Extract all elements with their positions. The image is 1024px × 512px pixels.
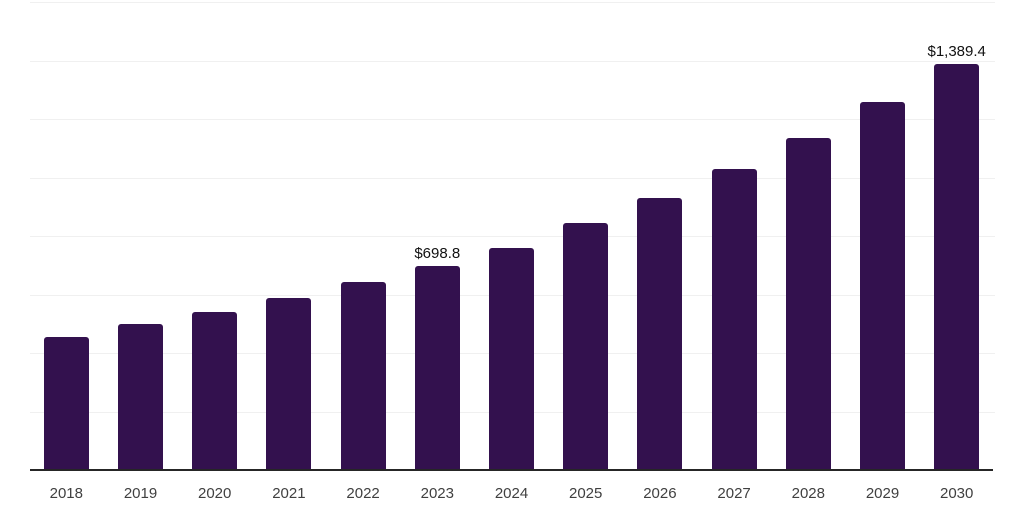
plot-area: 2018 2019 2020 2021 2022 $698.8 2023 2024 2025 20… — [30, 2, 1000, 501]
x-tick-label-2023: 2023 — [420, 485, 454, 502]
x-axis-line — [30, 469, 993, 471]
gridline — [30, 60, 995, 62]
gridline — [30, 2, 995, 3]
x-tick-label-2020: 2020 — [198, 485, 232, 502]
x-tick-label-2022: 2022 — [346, 485, 380, 502]
x-tick-label-2029: 2029 — [865, 485, 900, 502]
bar-2023 — [414, 265, 460, 470]
bar-2026 — [637, 198, 683, 470]
value-label-2023: $698.8 — [414, 244, 461, 262]
x-tick-label-2026: 2026 — [643, 485, 677, 502]
value-label-2030: $1,389.4 — [927, 42, 986, 60]
bar-2028 — [785, 138, 831, 470]
bar-2029 — [860, 101, 905, 470]
gridline — [30, 177, 995, 179]
bar-2030 — [934, 63, 980, 470]
bar-2021 — [266, 297, 312, 470]
x-tick-label-2019: 2019 — [123, 485, 158, 502]
bar-2018 — [43, 336, 89, 470]
x-tick-label-2030: 2030 — [940, 485, 974, 502]
x-tick-label-2024: 2024 — [494, 485, 529, 502]
bar-2027 — [711, 169, 757, 470]
bar-2025 — [563, 222, 609, 470]
gridline — [30, 119, 995, 120]
bar-2020 — [192, 311, 238, 470]
bar-2024 — [489, 247, 534, 470]
bar-2019 — [118, 324, 163, 470]
x-tick-label-2018: 2018 — [49, 485, 83, 502]
bar-2022 — [340, 281, 386, 470]
gridline — [30, 236, 995, 237]
x-tick-label-2021: 2021 — [272, 485, 306, 502]
x-tick-label-2028: 2028 — [791, 485, 825, 502]
x-tick-label-2027: 2027 — [717, 485, 751, 502]
x-tick-label-2025: 2025 — [569, 485, 603, 502]
